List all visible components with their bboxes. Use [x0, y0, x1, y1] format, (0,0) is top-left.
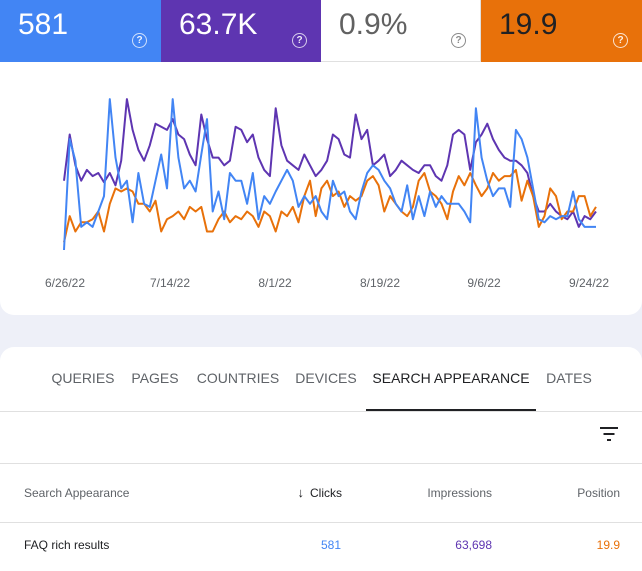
- x-axis-tick-label: 6/26/22: [45, 276, 85, 290]
- chart-series-line-0: [63, 98, 597, 228]
- table-row[interactable]: FAQ rich results 581 63,698 19.9: [0, 523, 642, 571]
- column-header-position[interactable]: Position: [577, 486, 620, 500]
- results-table-card: QUERIES PAGES COUNTRIES DEVICES SEARCH A…: [0, 347, 642, 571]
- column-header-clicks-label: Clicks: [310, 486, 342, 500]
- help-icon[interactable]: ?: [292, 33, 307, 48]
- tab-search-appearance[interactable]: SEARCH APPEARANCE: [366, 347, 536, 411]
- x-axis-tick-label: 9/6/22: [467, 276, 501, 290]
- x-axis-tick-label: 8/19/22: [360, 276, 400, 290]
- average-position-card[interactable]: 19.9 ?: [481, 0, 642, 62]
- chart-series-line-1: [63, 168, 597, 243]
- total-impressions-card[interactable]: 63.7K ?: [161, 0, 321, 62]
- tab-devices[interactable]: DEVICES: [295, 370, 357, 386]
- average-ctr-card[interactable]: 0.9% ?: [321, 0, 481, 62]
- filter-toolbar: [0, 411, 642, 464]
- help-icon[interactable]: ?: [613, 33, 628, 48]
- column-header-search-appearance[interactable]: Search Appearance: [24, 486, 130, 500]
- help-icon[interactable]: ?: [132, 33, 147, 48]
- column-header-clicks[interactable]: ↓ Clicks: [298, 464, 343, 522]
- performance-chart-card: 581 ? 63.7K ? 0.9% ? 19.9 ? 6/26/22 7/14/…: [0, 0, 642, 315]
- filter-icon[interactable]: [600, 427, 618, 441]
- x-axis-tick-label: 7/14/22: [150, 276, 190, 290]
- row-search-appearance: FAQ rich results: [24, 538, 110, 552]
- dimension-tabs: QUERIES PAGES COUNTRIES DEVICES SEARCH A…: [0, 347, 642, 412]
- tab-queries[interactable]: QUERIES: [51, 370, 115, 386]
- help-icon[interactable]: ?: [451, 33, 466, 48]
- tab-countries[interactable]: COUNTRIES: [196, 370, 280, 386]
- total-impressions-value: 63.7K: [179, 8, 258, 41]
- total-clicks-value: 581: [18, 8, 69, 41]
- row-impressions: 63,698: [455, 538, 492, 552]
- average-position-value: 19.9: [499, 8, 558, 41]
- performance-line-chart: 6/26/22 7/14/22 8/1/22 8/19/22 9/6/22 9/24/22: [45, 98, 609, 290]
- row-clicks: 581: [320, 538, 341, 552]
- total-clicks-card[interactable]: 581 ?: [0, 0, 161, 62]
- row-position: 19.9: [596, 538, 620, 552]
- arrow-down-icon: ↓: [297, 485, 305, 500]
- x-axis-tick-label: 8/1/22: [258, 276, 292, 290]
- x-axis-tick-label: 9/24/22: [569, 276, 609, 290]
- average-ctr-value: 0.9%: [339, 8, 408, 41]
- tab-dates[interactable]: DATES: [546, 370, 592, 386]
- tab-pages[interactable]: PAGES: [131, 370, 179, 386]
- metric-cards: 581 ? 63.7K ? 0.9% ? 19.9 ?: [0, 0, 642, 62]
- chart-series-line-2: [63, 98, 596, 251]
- table-header: Search Appearance ↓ Clicks Impressions Po…: [0, 464, 642, 523]
- column-header-impressions[interactable]: Impressions: [427, 486, 492, 500]
